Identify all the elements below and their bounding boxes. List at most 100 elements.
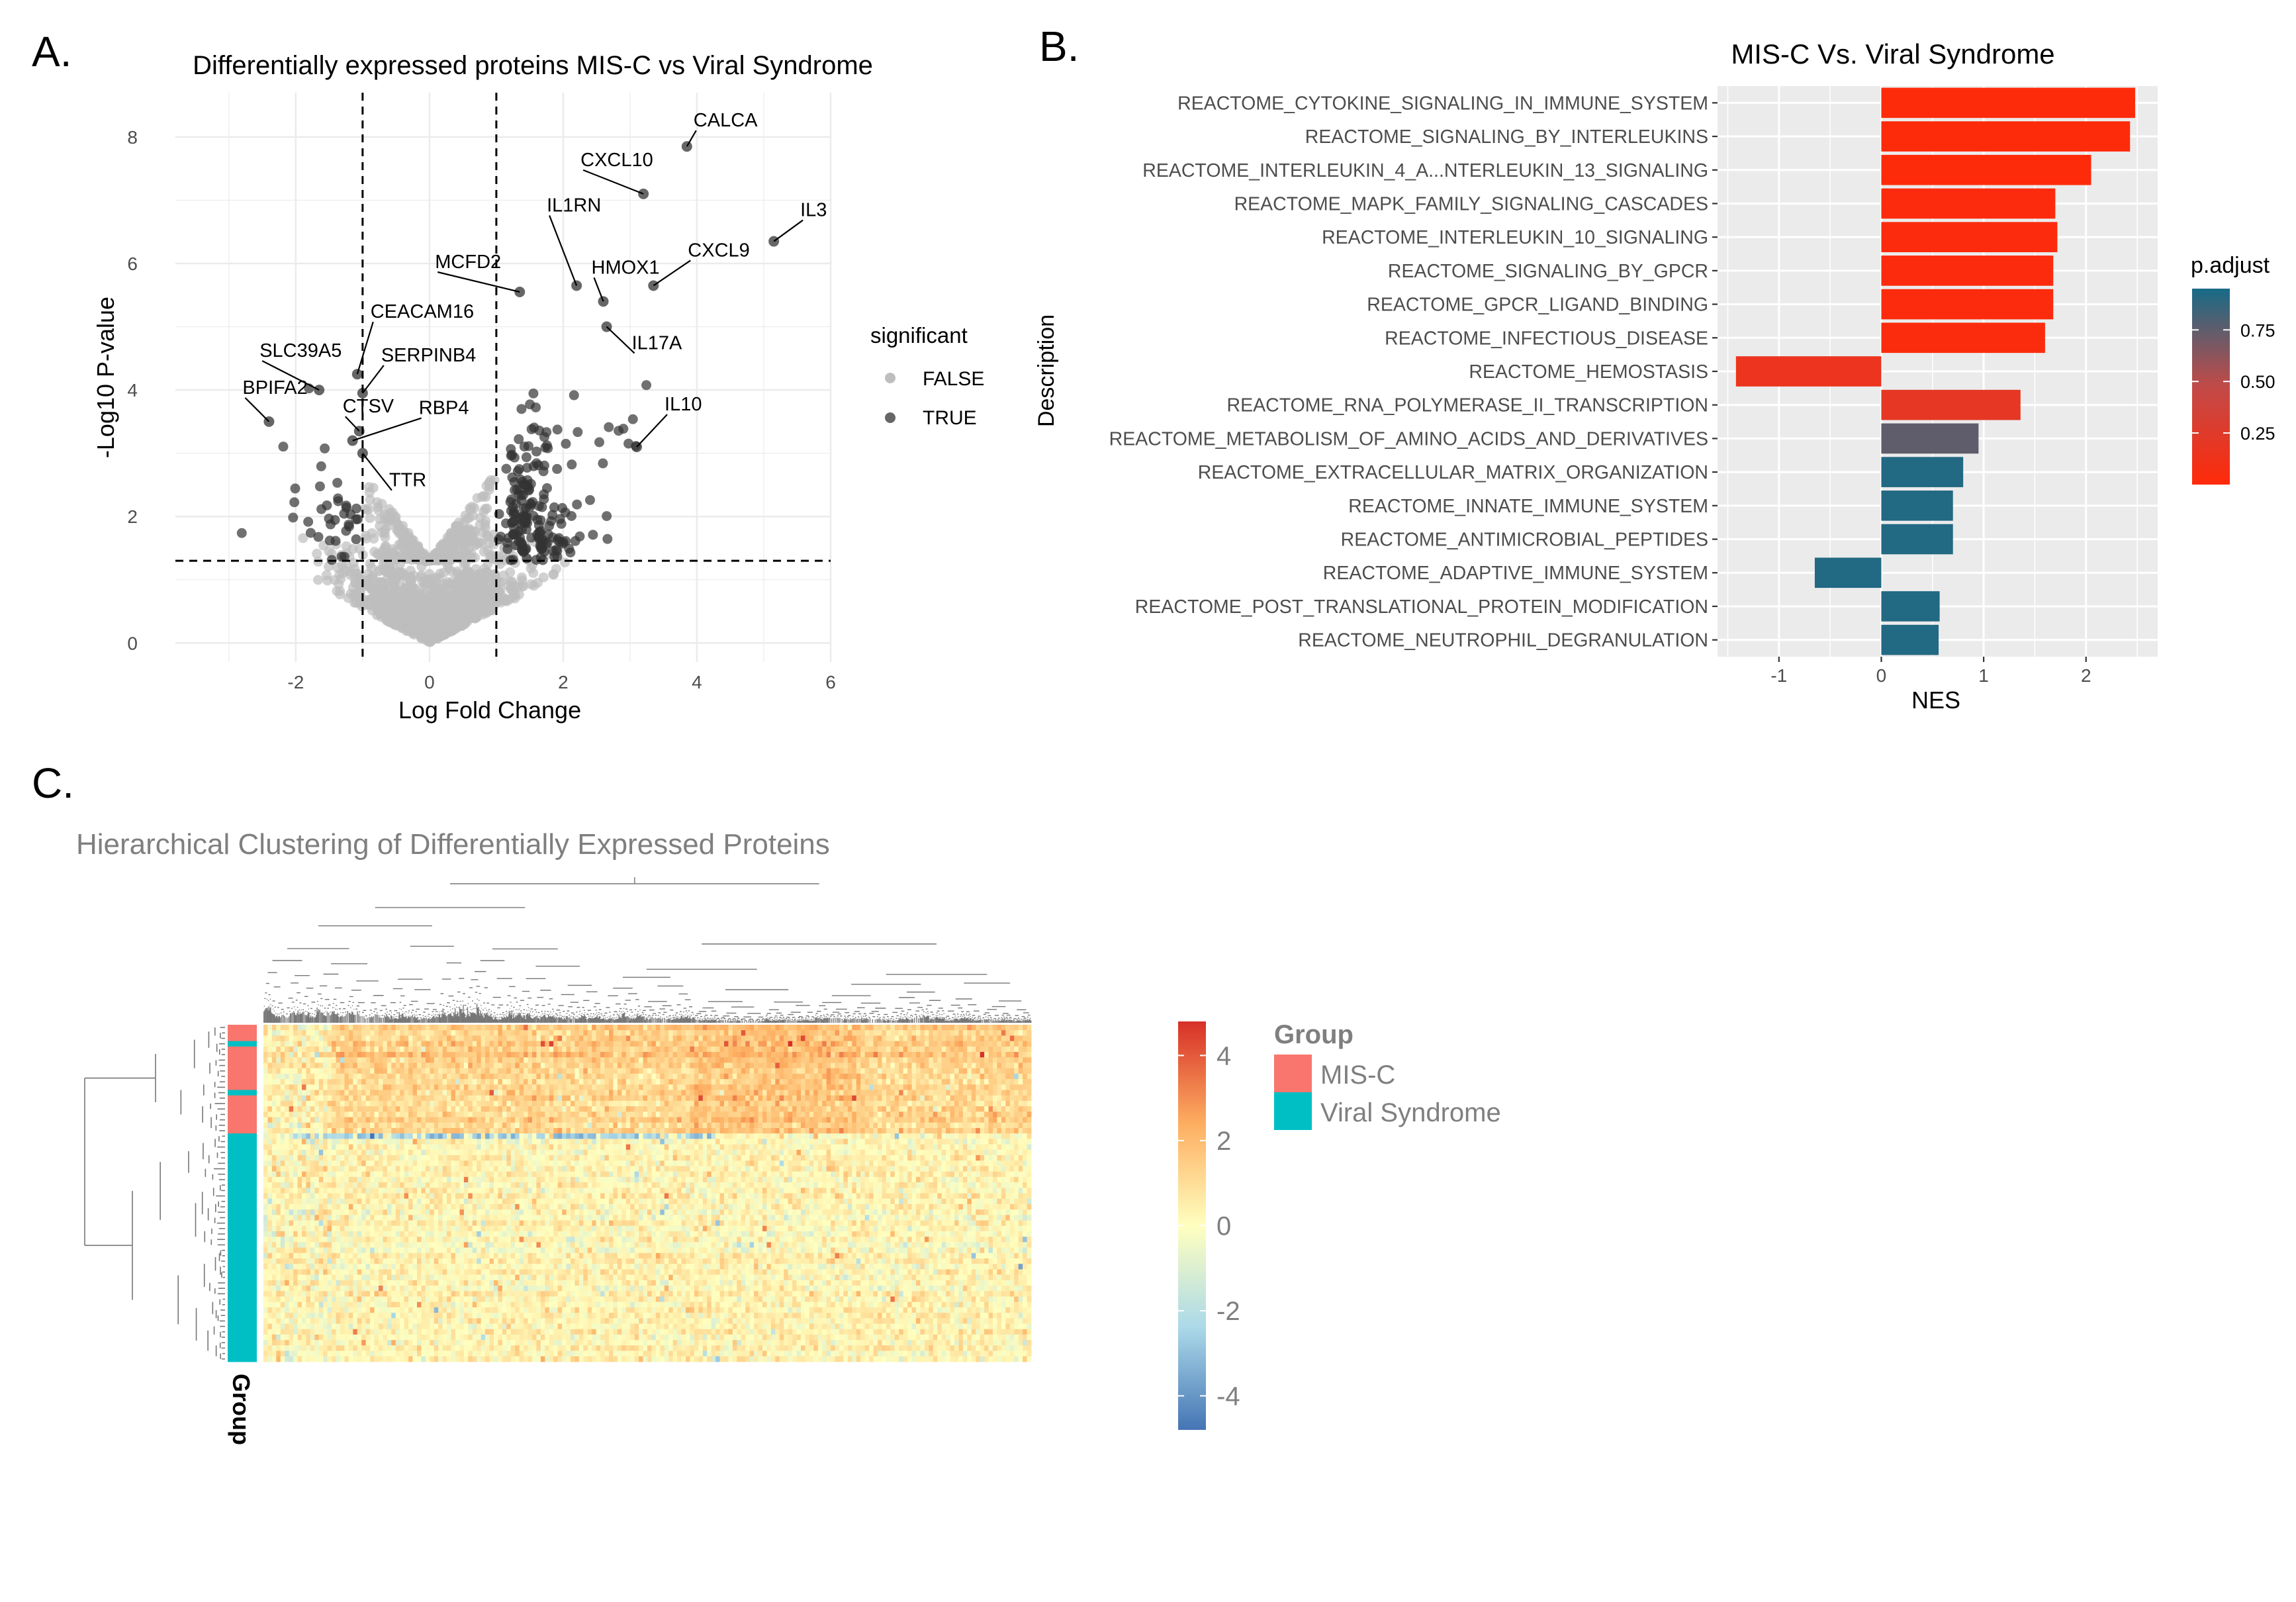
heatmap-cell — [438, 1025, 443, 1031]
heatmap-cell — [664, 1052, 669, 1058]
heatmap-cell — [524, 1035, 528, 1042]
heatmap-cell — [660, 1052, 665, 1058]
volcano-point-sig — [627, 414, 638, 424]
heatmap-cell — [852, 1025, 857, 1031]
heatmap-cell — [348, 1052, 353, 1058]
group-annotation-cell — [228, 1215, 257, 1221]
heatmap-cell — [651, 1052, 657, 1058]
heatmap-cell — [562, 1025, 567, 1031]
volcano-point-sig — [641, 380, 652, 391]
heatmap-cell — [677, 1035, 682, 1042]
group-annotation-cell — [228, 1252, 257, 1259]
heatmap-cell — [468, 1025, 473, 1031]
heatmap-cell — [677, 1052, 682, 1058]
heatmap-cell — [835, 1025, 840, 1031]
heatmap-cell — [856, 1052, 861, 1058]
heatmap-cell — [430, 1046, 435, 1053]
volcano-point-sig — [598, 458, 608, 469]
volcano-point-sig — [332, 477, 343, 488]
heatmap-cell — [792, 1025, 797, 1031]
heatmap-cell — [1027, 1030, 1032, 1036]
heatmap-cell — [749, 1052, 755, 1058]
heatmap-cell — [655, 1030, 661, 1036]
heatmap-cell — [630, 1041, 635, 1047]
heatmap-cell — [430, 1035, 435, 1042]
nes-category-label: REACTOME_EXTRACELLULAR_MATRIX_ORGANIZATI… — [1198, 462, 1708, 483]
volcano-point-label: HMOX1 — [592, 257, 660, 278]
heatmap-cell — [737, 1030, 742, 1036]
heatmap-cell — [519, 1035, 524, 1042]
heatmap-cell — [540, 1035, 545, 1042]
heatmap-cell — [916, 1052, 921, 1058]
heatmap-cell — [813, 1035, 819, 1042]
heatmap-cell — [728, 1052, 733, 1058]
nes-bar — [1881, 389, 2021, 420]
heatmap-cell — [843, 1041, 849, 1047]
heatmap-cell — [481, 1030, 486, 1036]
heatmap-cell — [571, 1035, 575, 1042]
heatmap-cell — [387, 1046, 392, 1053]
volcano-point-sig — [602, 534, 613, 544]
heatmap-cell — [545, 1030, 550, 1036]
volcano-point-label: SERPINB4 — [381, 345, 476, 366]
volcano-point-label: IL3 — [800, 200, 827, 221]
heatmap-cell — [702, 1025, 708, 1031]
heatmap-cell — [489, 1025, 494, 1031]
heatmap-cell — [374, 1030, 379, 1036]
volcano-point-nonsig — [451, 521, 461, 532]
heatmap-cell — [954, 1030, 959, 1036]
volcano-point-nonsig — [408, 594, 418, 604]
volcano-point-nonsig — [402, 547, 412, 558]
heatmap-cell — [835, 1041, 840, 1047]
nes-category-label: REACTOME_ANTIMICROBIAL_PEPTIDES — [1341, 530, 1708, 551]
heatmap-cell — [604, 1035, 610, 1042]
heatmap-cell — [361, 1046, 367, 1053]
heatmap-cell — [498, 1025, 503, 1031]
heatmap-cell — [737, 1052, 742, 1058]
heatmap-cell — [762, 1035, 767, 1042]
heatmap-cell — [510, 1025, 516, 1031]
volcano-point-nonsig — [424, 569, 435, 579]
heatmap-cell — [681, 1052, 686, 1058]
heatmap-cell — [809, 1046, 814, 1053]
heatmap-cell — [916, 1046, 921, 1053]
heatmap-cell — [856, 1035, 861, 1042]
heatmap-cell — [719, 1025, 725, 1031]
volcano-point-nonsig — [380, 524, 390, 535]
volcano-point-nonsig — [365, 594, 376, 604]
group-annotation-cell — [228, 1117, 257, 1123]
heatmap-cell — [383, 1041, 388, 1047]
heatmap-cell — [613, 1035, 618, 1042]
heatmap-cell — [519, 1030, 524, 1036]
heatmap-cell — [971, 1030, 976, 1036]
heatmap-cell — [502, 1052, 507, 1058]
heatmap-cell — [745, 1035, 751, 1042]
heatmap-cell — [941, 1041, 946, 1047]
heatmap-cell — [1018, 1025, 1023, 1031]
volcano-point-nonsig — [405, 608, 416, 618]
heatmap-cell — [494, 1046, 498, 1053]
heatmap-cell — [383, 1052, 388, 1058]
group-annotation-cell — [228, 1052, 257, 1058]
heatmap-cell — [297, 1035, 302, 1042]
heatmap-cell — [681, 1030, 686, 1036]
group-annotation-cell — [228, 1068, 257, 1074]
group-annotation-cell — [228, 1247, 257, 1254]
heatmap-cell — [788, 1046, 793, 1053]
heatmap-cell — [835, 1052, 840, 1058]
heatmap-cell — [728, 1025, 733, 1031]
volcano-point-sig — [584, 495, 595, 505]
heatmap-cell — [784, 1025, 789, 1031]
heatmap-cell — [485, 1052, 490, 1058]
volcano-point-nonsig — [394, 540, 404, 550]
heatmap-cell — [770, 1025, 776, 1031]
volcano-point-nonsig — [452, 536, 463, 547]
volcano-point-label: IL17A — [632, 333, 682, 354]
heatmap-cell — [856, 1025, 861, 1031]
group-annotation-cell — [228, 1160, 257, 1166]
legend-true-marker — [885, 412, 895, 423]
heatmap-cell — [715, 1030, 720, 1036]
heatmap-cell — [276, 1025, 281, 1031]
heatmap-cell — [745, 1046, 751, 1053]
heatmap-cell — [353, 1046, 358, 1053]
